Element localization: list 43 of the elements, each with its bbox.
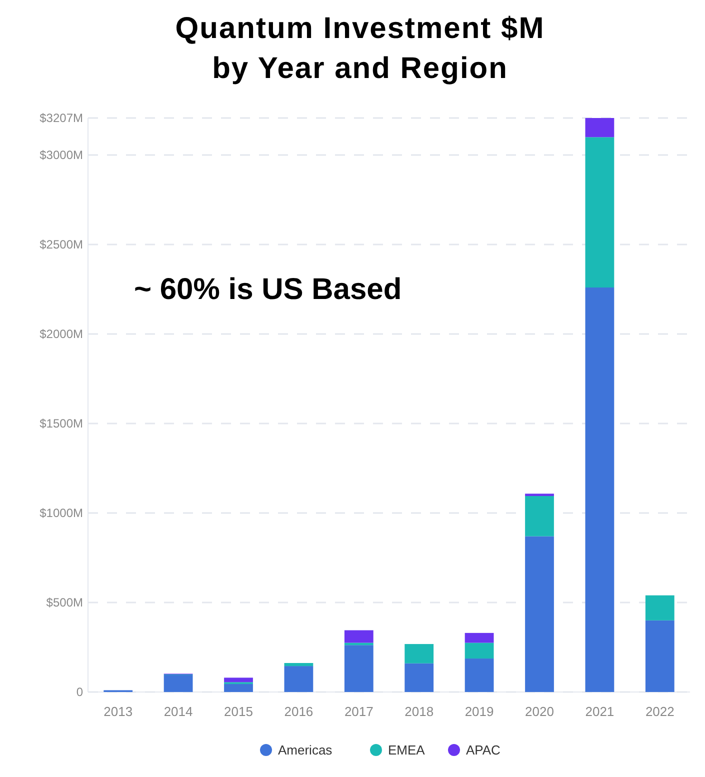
x-tick-label: 2022	[645, 704, 674, 719]
bar	[344, 630, 374, 643]
chart-title: Quantum Investment $M by Year and Region	[175, 12, 545, 85]
x-tick-label: 2021	[585, 704, 614, 719]
x-tick-label: 2016	[284, 704, 314, 719]
y-tick-label: $500M	[46, 596, 83, 610]
bar	[525, 496, 554, 536]
y-tick-label: $3000M	[40, 148, 83, 162]
bar	[284, 666, 314, 692]
legend-label: APAC	[466, 742, 500, 758]
x-tick-label: 2013	[104, 704, 133, 719]
x-tick-label: 2017	[344, 704, 374, 719]
legend-label: Americas	[278, 742, 333, 758]
bar	[404, 663, 434, 692]
bar	[224, 684, 253, 692]
y-tick-label: $1000M	[40, 506, 83, 520]
legend-label: EMEA	[388, 742, 426, 758]
x-tick-label: 2015	[224, 704, 253, 719]
bar	[585, 137, 614, 288]
bar	[344, 645, 374, 692]
y-tick-label: $2500M	[40, 238, 83, 252]
x-tick-label: 2014	[164, 704, 193, 719]
bar	[645, 595, 674, 620]
x-tick-label: 2020	[525, 704, 554, 719]
bar	[585, 287, 614, 692]
bar	[645, 620, 674, 692]
y-tick-label: $3207M	[40, 111, 83, 126]
bar	[464, 642, 494, 659]
bar	[525, 536, 554, 692]
y-tick-label: 0	[76, 685, 84, 700]
bar	[284, 663, 314, 666]
bar	[404, 644, 434, 664]
bar	[585, 118, 614, 138]
y-tick-label: $1500M	[40, 416, 83, 431]
annotation: ~ 60% is US Based	[134, 273, 402, 306]
bar	[164, 674, 193, 692]
bar	[464, 658, 494, 692]
bar	[464, 632, 494, 643]
bar	[525, 494, 554, 496]
x-tick-label: 2019	[464, 704, 494, 719]
x-tick-label: 2018	[404, 704, 434, 719]
bar	[224, 678, 253, 682]
y-tick-label: $2000M	[40, 327, 83, 342]
